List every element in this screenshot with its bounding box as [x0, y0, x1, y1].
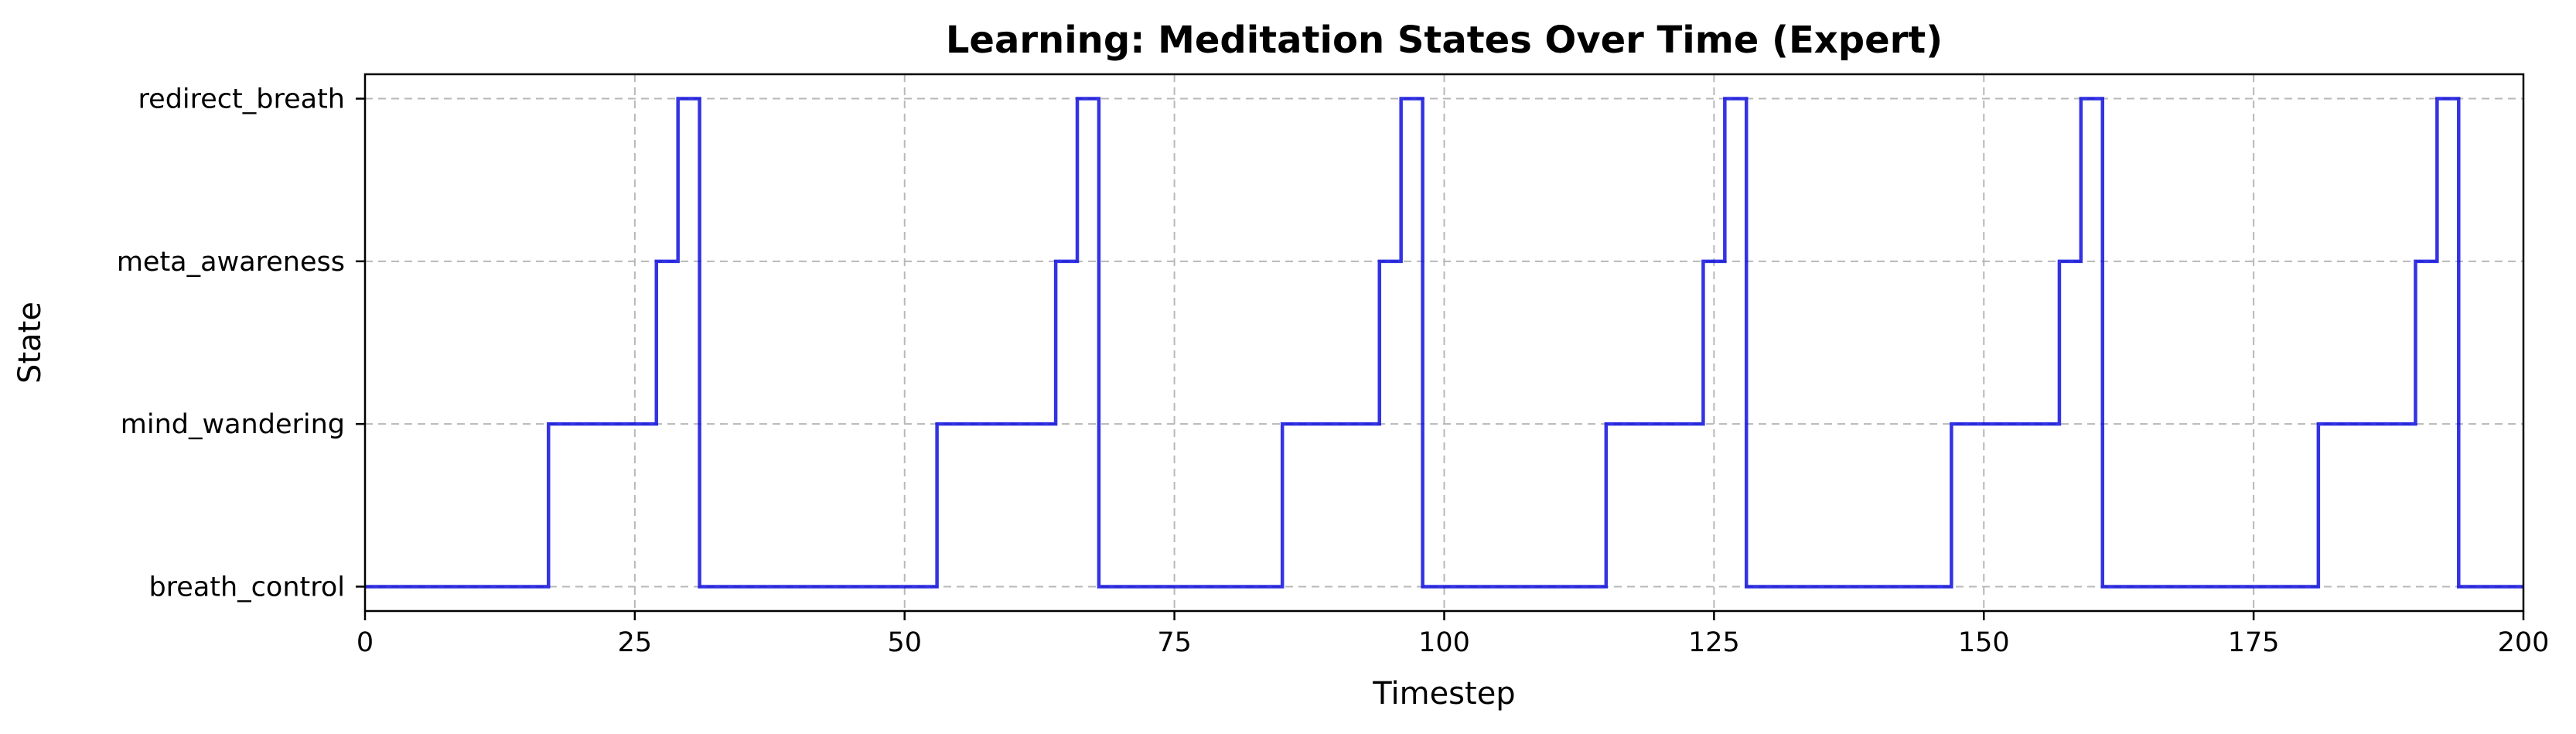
- y-tick-label-redirect-breath: redirect_breath: [138, 84, 345, 115]
- axes: 0 25 50 75 100 125 150 175 200 breath_control mind…: [117, 73, 2550, 658]
- x-tick-label: 75: [1157, 627, 1192, 658]
- plot-frame: [363, 73, 2525, 613]
- chart-title: Learning: Meditation States Over Time (E…: [946, 19, 1943, 62]
- x-tick-label: 175: [2228, 627, 2280, 658]
- y-tick-label-meta-awareness: meta_awareness: [117, 247, 345, 278]
- x-axis-label: Timestep: [1372, 676, 1515, 712]
- y-tick-label-mind-wandering: mind_wandering: [121, 409, 345, 440]
- grid: [364, 74, 2524, 611]
- x-tick-label: 25: [618, 627, 653, 658]
- x-tick-label: 100: [1418, 627, 1470, 658]
- y-tick-label-breath-control: breath_control: [148, 572, 345, 603]
- x-tick-label: 200: [2498, 627, 2550, 658]
- series-line: [365, 97, 2523, 589]
- x-tick-label: 50: [887, 627, 922, 658]
- series-layer: [365, 97, 2523, 589]
- x-tick-label: 150: [1958, 627, 2010, 658]
- y-axis-label: State: [12, 302, 48, 384]
- x-tick-label: 125: [1688, 627, 1740, 658]
- x-tick-label: 0: [357, 627, 374, 658]
